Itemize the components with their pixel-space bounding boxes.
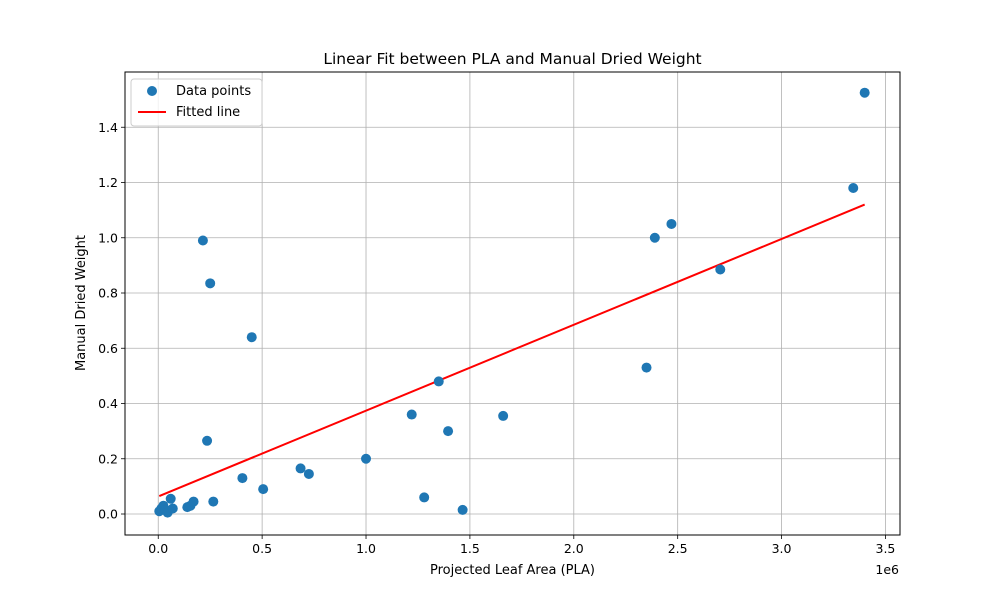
data-point bbox=[202, 435, 213, 446]
x-tick-label: 0.5 bbox=[252, 541, 272, 556]
x-tick-label: 0.0 bbox=[148, 541, 168, 556]
data-points-layer bbox=[154, 87, 870, 518]
legend: Data points Fitted line bbox=[130, 78, 263, 127]
y-tick-label: 0.0 bbox=[98, 507, 118, 522]
data-point bbox=[649, 232, 660, 243]
x-axis-offset-label: 1e6 bbox=[875, 562, 899, 577]
data-point bbox=[197, 235, 208, 246]
data-point bbox=[498, 410, 509, 421]
y-tick-label: 1.0 bbox=[98, 230, 118, 245]
data-point bbox=[303, 468, 314, 479]
x-axis-label: Projected Leaf Area (PLA) bbox=[430, 563, 595, 578]
data-point bbox=[406, 409, 417, 420]
chart-title: Linear Fit between PLA and Manual Dried … bbox=[323, 50, 701, 68]
data-point bbox=[848, 183, 859, 194]
fitted-line-layer bbox=[158, 203, 866, 497]
data-point bbox=[165, 493, 176, 504]
y-axis-label: Manual Dried Weight bbox=[74, 235, 89, 371]
legend-box bbox=[130, 78, 263, 127]
data-point bbox=[715, 264, 726, 275]
data-point bbox=[205, 278, 216, 289]
data-point bbox=[237, 473, 248, 484]
data-point bbox=[641, 362, 652, 373]
legend-label-data-points: Data points bbox=[176, 84, 251, 99]
legend-marker-data-points bbox=[147, 86, 157, 96]
data-point bbox=[859, 87, 870, 98]
axis-ticks: 0.0 0.5 1.0 1.5 2.0 2.5 3.0 3.5 0.0 0.2 0.4 0.6 0.8 1… bbox=[98, 120, 895, 556]
y-tick-label: 0.4 bbox=[98, 396, 118, 411]
y-tick-label: 1.2 bbox=[98, 175, 118, 190]
x-tick-label: 1.5 bbox=[460, 541, 480, 556]
x-tick-label: 3.0 bbox=[772, 541, 792, 556]
legend-label-fitted-line: Fitted line bbox=[176, 105, 240, 120]
x-tick-label: 1.0 bbox=[356, 541, 376, 556]
data-point bbox=[208, 496, 219, 507]
data-point bbox=[246, 332, 257, 343]
y-tick-label: 0.2 bbox=[98, 451, 118, 466]
data-point bbox=[433, 376, 444, 387]
y-tick-label: 1.4 bbox=[98, 120, 118, 135]
data-point bbox=[167, 503, 178, 514]
data-point bbox=[361, 453, 372, 464]
y-tick-label: 0.8 bbox=[98, 286, 118, 301]
x-tick-label: 2.5 bbox=[668, 541, 688, 556]
fitted-line bbox=[158, 203, 866, 497]
data-point bbox=[457, 504, 468, 515]
data-point bbox=[419, 492, 430, 503]
data-point bbox=[295, 463, 306, 474]
data-point bbox=[666, 218, 677, 229]
data-point bbox=[258, 484, 269, 495]
data-point bbox=[188, 496, 199, 507]
grid bbox=[125, 72, 900, 535]
y-tick-label: 0.6 bbox=[98, 341, 118, 356]
x-tick-label: 3.5 bbox=[876, 541, 896, 556]
x-tick-label: 2.0 bbox=[564, 541, 584, 556]
plot-frame bbox=[124, 71, 901, 536]
data-point bbox=[443, 426, 454, 437]
